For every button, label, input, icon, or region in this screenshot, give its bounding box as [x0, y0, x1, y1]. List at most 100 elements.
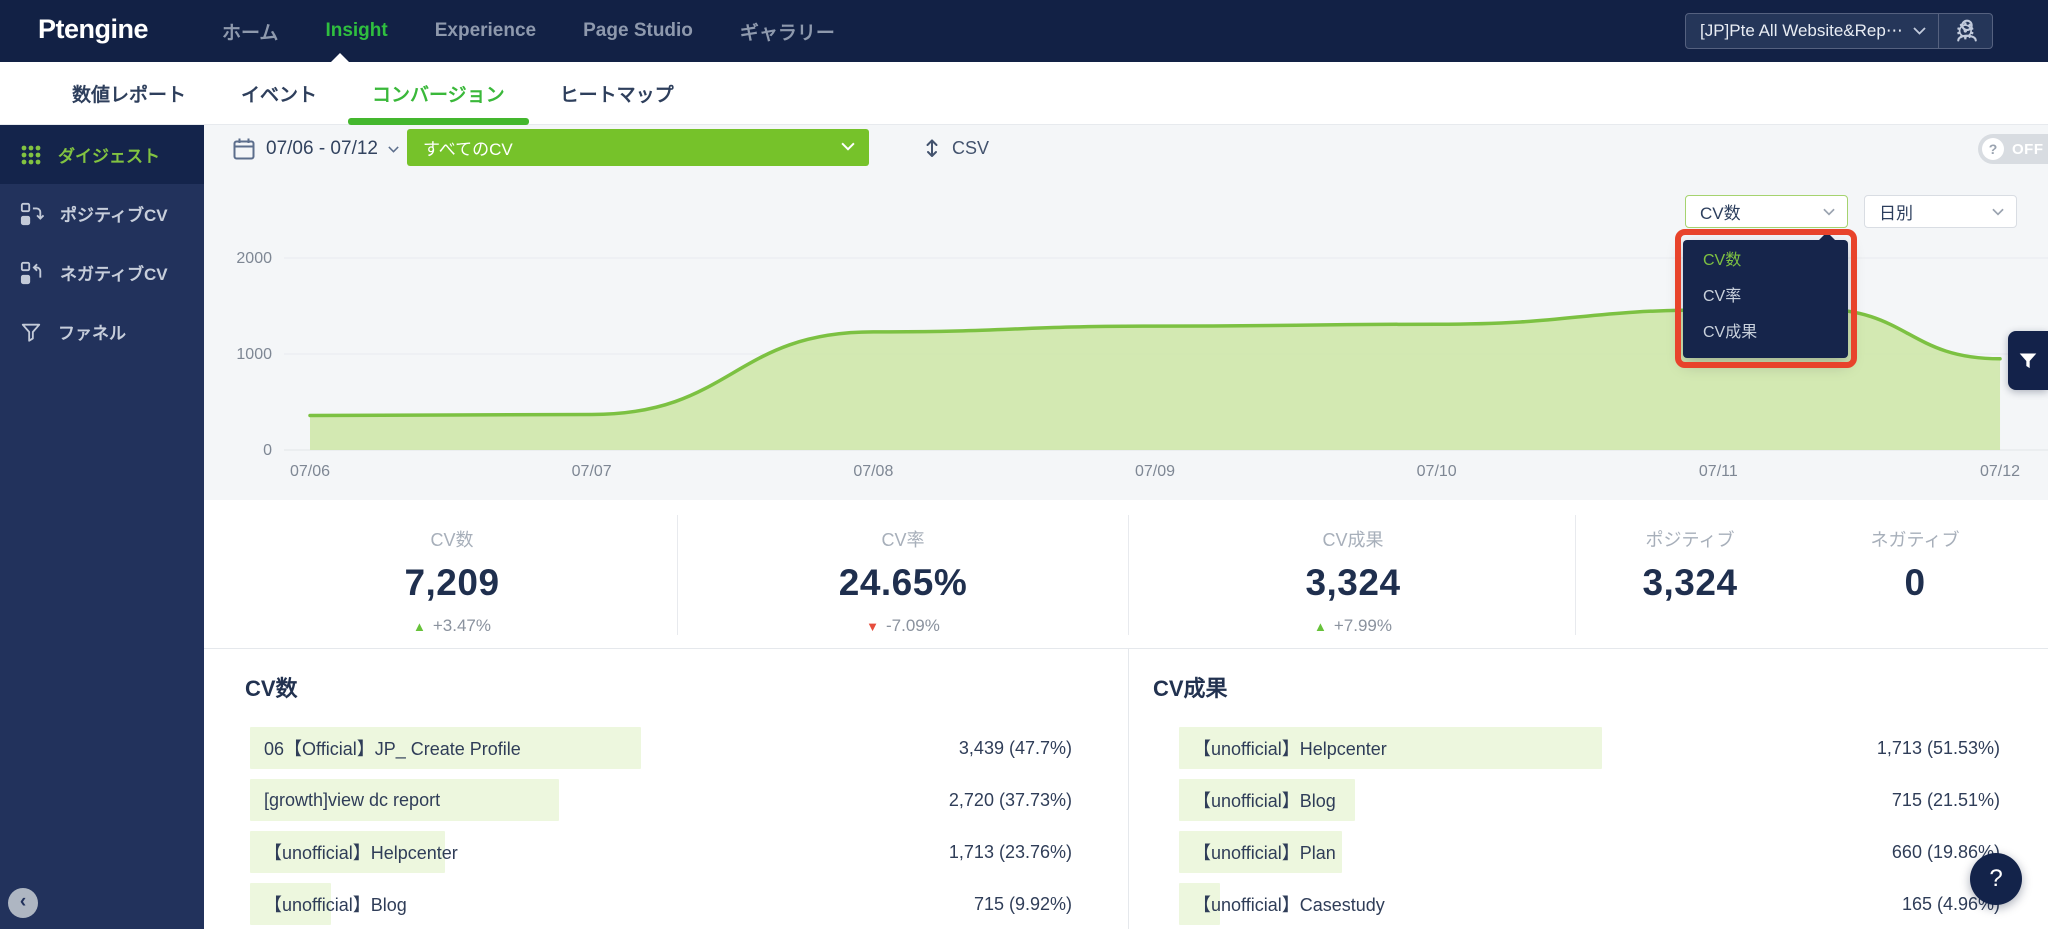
- row-label: 【unofficial】Helpcenter: [1193, 739, 1387, 759]
- table-row[interactable]: 【unofficial】Casestudy 165 (4.96%): [1179, 883, 2000, 925]
- main-content: 07/06 07/07 07/08 07/09 07/10 07/11 07/12 0 100…: [204, 125, 2048, 929]
- cv-result-table: CV成果 【unofficial】Helpcenter 1,713 (51.53…: [1129, 649, 2048, 929]
- tab-events[interactable]: イベント: [241, 62, 317, 125]
- nav-item-gallery[interactable]: ギャラリー: [739, 22, 835, 44]
- cv-count-table: CV数 06【Official】JP_ Create Profile 3,439…: [204, 649, 1128, 929]
- delta-value: -7.09%: [886, 616, 940, 635]
- tab-numeric-report[interactable]: 数値レポート: [72, 62, 186, 125]
- sidebar-item-label: ネガティブCV: [60, 265, 168, 284]
- calendar-icon: [233, 138, 255, 160]
- nav-item-home[interactable]: ホーム: [222, 22, 279, 44]
- row-bar: [1179, 779, 1355, 821]
- conversion-sidebar: ダイジェスト ポジティブCV ネ: [0, 125, 204, 929]
- stat-cv-result: CV成果 3,324 ▲ +7.99%: [1305, 500, 1400, 636]
- section-divider: [204, 648, 2048, 649]
- csv-export-button[interactable]: CSV: [920, 132, 989, 164]
- svg-text:07/06: 07/06: [290, 463, 330, 480]
- sidebar-item-negative-cv[interactable]: ネガティブCV: [0, 243, 204, 302]
- active-nav-notch: [331, 53, 349, 62]
- workspace-box: [JP]Pte All Website&Rep⋯ ⚙: [1685, 13, 1993, 49]
- sidebar-item-funnel[interactable]: ファネル: [0, 302, 204, 361]
- csv-label: CSV: [952, 137, 990, 158]
- account-button[interactable]: [1953, 16, 1981, 49]
- row-bar: [250, 883, 331, 925]
- insight-sub-nav: 数値レポート イベント コンバージョン ヒートマップ: [0, 62, 2048, 125]
- chart-y-axis-labels: 0 1000 2000: [236, 250, 272, 459]
- svg-text:07/07: 07/07: [572, 463, 612, 480]
- table-row[interactable]: 【unofficial】Plan 660 (19.86%): [1179, 831, 2000, 873]
- sidebar-collapse-button[interactable]: ‹: [8, 888, 38, 918]
- row-label: 【unofficial】Blog: [264, 895, 407, 915]
- dropdown-option-cv-result[interactable]: CV成果: [1703, 324, 1758, 341]
- tab-heatmap[interactable]: ヒートマップ: [560, 62, 674, 125]
- cv-filter-select[interactable]: すべてのCV: [407, 129, 869, 166]
- stat-label: ネガティブ: [1870, 530, 1960, 550]
- dropdown-option-cv-count[interactable]: CV数: [1703, 252, 1742, 269]
- row-label: 【unofficial】Blog: [1193, 791, 1336, 811]
- table-row[interactable]: 06【Official】JP_ Create Profile 3,439 (47…: [250, 727, 1072, 769]
- table-row[interactable]: 【unofficial】Blog 715 (9.92%): [250, 883, 1072, 925]
- row-bar: [250, 727, 641, 769]
- chart-interval-value: 日別: [1879, 204, 1913, 223]
- stat-divider: [1128, 515, 1129, 635]
- stat-delta: ▲ +7.99%: [1305, 616, 1400, 636]
- chart-x-axis-labels: 07/06 07/07 07/08 07/09 07/10 07/11 07/12: [290, 463, 2020, 480]
- chevron-down-icon: [1823, 208, 1835, 215]
- row-label: 【unofficial】Helpcenter: [264, 843, 458, 863]
- table-row[interactable]: [growth]view dc report 2,720 (37.73%): [250, 779, 1072, 821]
- date-range-value: 07/06 - 07/12: [266, 138, 378, 159]
- sub-nav-tabs: 数値レポート イベント コンバージョン ヒートマップ: [72, 62, 674, 125]
- workspace-selector[interactable]: [JP]Pte All Website&Rep⋯: [1686, 14, 1938, 48]
- help-mode-toggle[interactable]: ? OFF: [1978, 134, 2048, 164]
- table-row[interactable]: 【unofficial】Helpcenter 1,713 (51.53%): [1179, 727, 2000, 769]
- chart-section: 07/06 07/07 07/08 07/09 07/10 07/11 07/12 0 100…: [204, 125, 2048, 500]
- stat-divider: [1575, 515, 1576, 635]
- tab-conversion[interactable]: コンバージョン: [348, 62, 529, 125]
- row-value: 165 (4.96%): [1901, 893, 2000, 914]
- stat-value: 3,324: [1642, 562, 1738, 603]
- active-tab-underline: [348, 118, 529, 125]
- stat-cv-count: CV数 7,209 ▲ +3.47%: [404, 500, 499, 636]
- chart-interval-select[interactable]: 日別: [1864, 195, 2017, 228]
- row-label: 06【Official】JP_ Create Profile: [264, 739, 521, 759]
- table-row[interactable]: 【unofficial】Blog 715 (21.51%): [1179, 779, 2000, 821]
- help-button[interactable]: ?: [1970, 853, 2022, 905]
- filter-panel-button[interactable]: [2008, 331, 2048, 390]
- svg-text:07/11: 07/11: [1699, 463, 1738, 480]
- row-value: 715 (21.51%): [1891, 789, 2000, 810]
- dropdown-option-cv-rate[interactable]: CV率: [1703, 288, 1742, 305]
- nav-item-insight[interactable]: Insight: [325, 20, 388, 41]
- top-nav: Ptengine ホーム Insight Experience Page Stu…: [0, 0, 2048, 62]
- tab-label: 数値レポート: [72, 85, 187, 106]
- chevron-down-icon: [841, 142, 855, 151]
- sidebar-item-digest[interactable]: ダイジェスト: [0, 125, 204, 184]
- row-label: 【unofficial】Plan: [1193, 843, 1336, 863]
- stat-value: 7,209: [404, 562, 500, 603]
- chart-metric-select[interactable]: CV数: [1685, 195, 1848, 228]
- sidebar-item-positive-cv[interactable]: ポジティブCV: [0, 184, 204, 243]
- svg-text:2000: 2000: [236, 250, 272, 267]
- row-bar: [1179, 831, 1342, 873]
- date-range-picker[interactable]: 07/06 - 07/12: [232, 131, 399, 167]
- row-value: 715 (9.92%): [973, 893, 1072, 914]
- trend-arrow-icon: ▲: [1313, 618, 1327, 634]
- nav-item-page-studio[interactable]: Page Studio: [583, 20, 693, 41]
- table-row[interactable]: 【unofficial】Helpcenter 1,713 (23.76%): [250, 831, 1072, 873]
- stat-value: 0: [1904, 562, 1926, 603]
- stat-label: CV数: [430, 530, 474, 550]
- question-icon: ?: [1982, 138, 2004, 160]
- row-label: 【unofficial】Casestudy: [1193, 895, 1385, 915]
- nav-item-experience[interactable]: Experience: [434, 20, 537, 41]
- svg-text:07/10: 07/10: [1417, 463, 1457, 480]
- trend-arrow-icon: ▼: [866, 618, 879, 634]
- chart-metric-value: CV数: [1700, 204, 1741, 223]
- row-value: 660 (19.86%): [1891, 841, 2000, 862]
- stat-label: CV成果: [1322, 530, 1384, 550]
- row-bar: [250, 779, 559, 821]
- stat-positive: ポジティブ 3,324: [1642, 500, 1737, 604]
- stat-value: 3,324: [1305, 562, 1401, 603]
- stat-delta: ▲ +3.47%: [404, 616, 499, 636]
- tab-label: イベント: [241, 85, 318, 106]
- summary-stats: CV数 7,209 ▲ +3.47% CV率 24.65% ▼ -7.09% CV成…: [204, 500, 2048, 648]
- row-value: 2,720 (37.73%): [948, 789, 1072, 810]
